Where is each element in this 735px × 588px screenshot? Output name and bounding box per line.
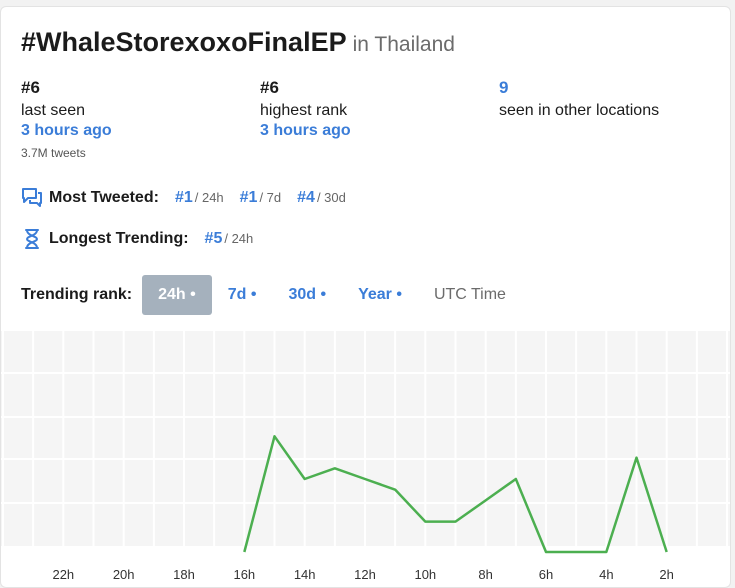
stat-other-locations[interactable]: 9 seen in other locations xyxy=(499,78,659,122)
tab-24h[interactable]: 24h • xyxy=(142,275,212,315)
tweet-count: 3.7M tweets xyxy=(21,146,86,160)
last-seen-ago[interactable]: 3 hours ago xyxy=(21,122,112,139)
stat-highest-rank: #6 highest rank 3 hours ago xyxy=(260,78,351,142)
x-tick-label: 12h xyxy=(354,567,376,582)
x-tick-label: 22h xyxy=(52,567,74,582)
longest-trending-row: Longest Trending: #5/ 24h xyxy=(21,228,269,250)
last-seen-rank: #6 xyxy=(21,78,40,97)
x-tick-label: 16h xyxy=(233,567,255,582)
data-point[interactable] xyxy=(420,517,430,527)
timezone-label: UTC Time xyxy=(433,286,506,303)
other-locations-count[interactable]: 9 xyxy=(499,78,509,97)
trending-rank-chart: 22h 20h 18h 16h 14h 12h 10h 8h 6h 4h 2h xyxy=(1,331,730,582)
highest-rank-value: #6 xyxy=(260,78,279,97)
most-tweeted-row: Most Tweeted: #1/ 24h #1/ 7d #4/ 30d xyxy=(21,187,362,209)
data-point[interactable] xyxy=(360,474,370,484)
hashtag-title[interactable]: #WhaleStorexoxoFinalEP xyxy=(21,27,347,57)
data-point[interactable] xyxy=(632,453,642,463)
x-tick-label: 4h xyxy=(599,567,613,582)
location-suffix: in Thailand xyxy=(352,33,455,56)
other-locations-label: seen in other locations xyxy=(499,102,660,119)
x-tick-label: 2h xyxy=(659,567,673,582)
data-point[interactable] xyxy=(270,431,280,441)
tab-30d[interactable]: 30d • xyxy=(288,286,327,303)
data-point[interactable] xyxy=(451,517,461,527)
most-tweeted-7d[interactable]: #1/ 7d xyxy=(239,189,282,206)
data-point[interactable] xyxy=(511,474,521,484)
most-tweeted-label: Most Tweeted: xyxy=(49,189,159,206)
stat-last-seen: #6 last seen 3 hours ago 3.7M tweets xyxy=(21,78,112,160)
x-tick-label: 8h xyxy=(478,567,492,582)
chat-bubbles-icon xyxy=(21,187,43,209)
tab-7d[interactable]: 7d • xyxy=(227,286,257,303)
data-point[interactable] xyxy=(481,495,491,505)
tab-year[interactable]: Year • xyxy=(358,286,402,303)
x-tick-label: 14h xyxy=(294,567,316,582)
data-point[interactable] xyxy=(300,474,310,484)
x-tick-label: 18h xyxy=(173,567,195,582)
hourglass-icon xyxy=(21,228,43,250)
title-row: #WhaleStorexoxoFinalEP in Thailand xyxy=(21,27,455,58)
most-tweeted-30d[interactable]: #4/ 30d xyxy=(297,189,346,206)
highest-rank-label: highest rank xyxy=(260,102,348,119)
x-tick-label: 10h xyxy=(414,567,436,582)
x-tick-label: 20h xyxy=(113,567,135,582)
data-point[interactable] xyxy=(330,463,340,473)
series-line xyxy=(243,435,668,554)
most-tweeted-24h[interactable]: #1/ 24h xyxy=(174,189,224,206)
trending-rank-label: Trending rank: xyxy=(21,286,133,303)
longest-trending-label: Longest Trending: xyxy=(49,230,189,247)
trending-rank-controls: Trending rank: 24h • 7d • 30d • Year • U… xyxy=(21,275,522,315)
longest-trending-24h[interactable]: #5/ 24h xyxy=(204,230,254,247)
x-tick-label: 6h xyxy=(539,567,553,582)
last-seen-label: last seen xyxy=(21,102,86,119)
data-point[interactable] xyxy=(390,485,400,495)
highest-rank-ago[interactable]: 3 hours ago xyxy=(260,122,351,139)
trend-card: #WhaleStorexoxoFinalEP in Thailand #6 las… xyxy=(0,6,731,588)
